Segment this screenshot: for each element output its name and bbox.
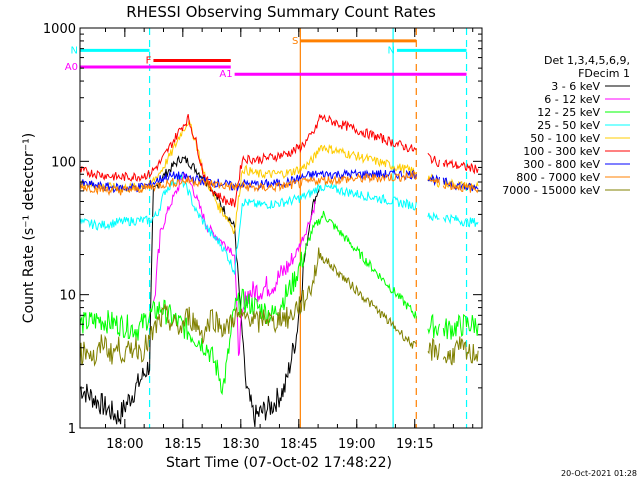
legend-label-8: 7000 - 15000 keV [502,184,600,197]
x-tick-label: 18:15 [164,437,201,452]
y-tick-label: 1000 [43,22,76,37]
legend-label-4: 50 - 100 keV [530,132,600,145]
series-line-3 [79,174,479,275]
series-line-7 [79,171,479,197]
x-tick-label: 19:00 [338,437,375,452]
series-line-4 [79,119,479,235]
legend-header: FDecim 1 [578,67,630,80]
x-axis: 18:00 18:15 18:30 18:45 19:00 19:15 [105,28,474,452]
series-line-1 [152,172,317,356]
x-tick-label: 18:00 [106,437,143,452]
flag-label-4: A1 [219,69,232,80]
legend-label-2: 12 - 25 keV [537,106,600,119]
y-tick-label: 1 [68,422,76,437]
timestamp: 20-Oct-2021 01:28 [561,469,637,478]
x-tick-label: 19:15 [396,437,433,452]
chart-title: RHESSI Observing Summary Count Rates [126,3,436,21]
series-line-8 [79,247,479,367]
flag-label-5: S [292,36,298,47]
legend-label-3: 25 - 50 keV [537,119,600,132]
flag-label-3: A0 [65,62,78,73]
legend-label-6: 300 - 800 keV [523,158,600,171]
legend-label-5: 100 - 300 keV [523,145,600,158]
plot-frame [79,27,483,429]
flag-label-2: F [146,56,152,67]
plot-area: N N F A0 A1 S [65,28,479,428]
x-tick-label: 18:45 [280,437,317,452]
y-axis: 1 10 100 1000 [43,22,482,437]
y-axis-label: Count Rate (s⁻¹ detector⁻¹) [21,133,37,323]
flag-label-0: N [71,45,78,56]
series-line-5 [79,114,479,208]
x-axis-label: Start Time (07-Oct-02 17:48:22) [166,455,392,471]
y-tick-label: 10 [59,289,76,304]
legend-label-7: 800 - 7000 keV [516,171,600,184]
legend-label-0: 3 - 6 keV [551,80,600,93]
series-line-2 [79,210,479,396]
legend-header: Det 1,3,4,5,6,9, [544,54,630,67]
series-line-0 [79,155,321,428]
y-tick-label: 100 [51,155,76,170]
x-tick-label: 18:30 [222,437,259,452]
flag-label-1: N [387,45,394,56]
legend-label-1: 6 - 12 keV [544,93,600,106]
